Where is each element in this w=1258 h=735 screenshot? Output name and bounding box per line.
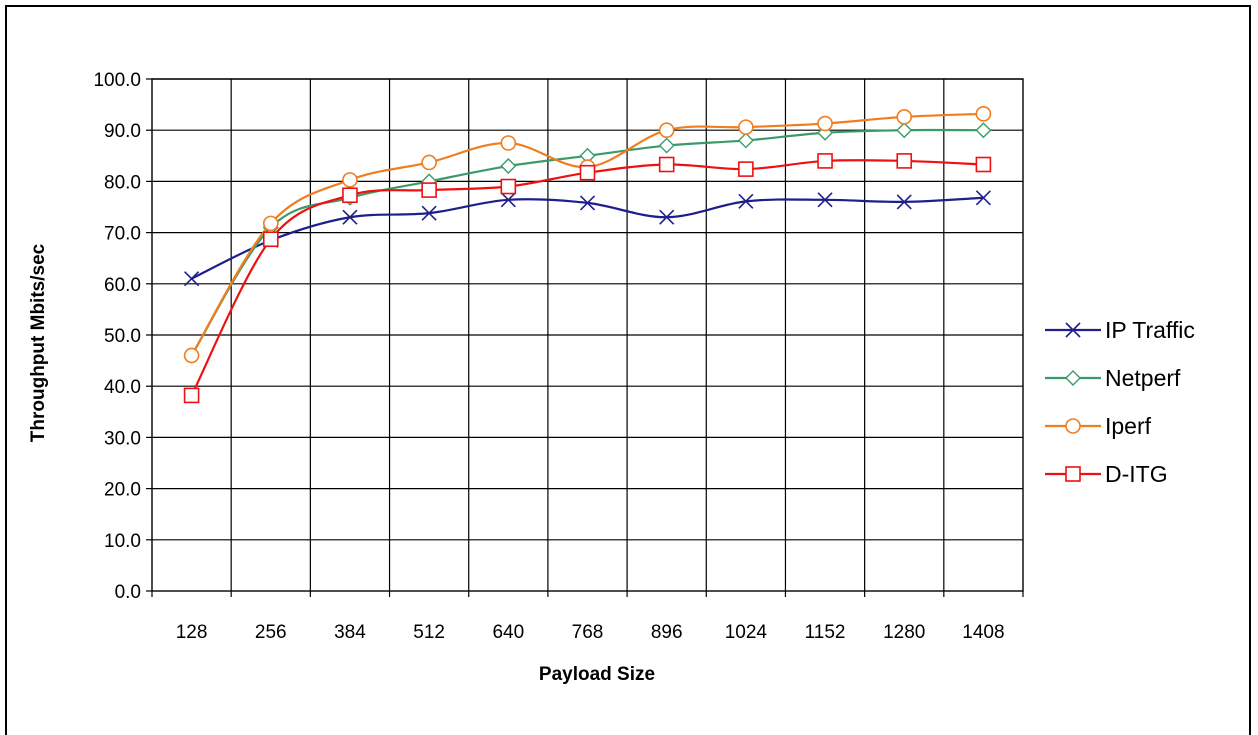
data-point-ip-traffic: [579, 195, 596, 211]
series-line-netperf: [190, 128, 984, 357]
data-point-iperf: [658, 122, 675, 138]
data-point-ip-traffic: [184, 271, 200, 287]
data-point-d-itg: [183, 387, 200, 404]
y-tick-label: 0.0: [115, 582, 141, 603]
data-point-ip-traffic: [738, 193, 754, 209]
data-point-d-itg: [896, 153, 913, 169]
data-point-ip-traffic: [500, 192, 516, 208]
data-point-d-itg: [975, 156, 992, 173]
x-tick-label: 384: [334, 622, 366, 643]
data-point-ip-traffic: [896, 194, 912, 210]
data-point-ip-traffic: [421, 205, 437, 221]
x-tick-label: 1280: [883, 622, 925, 643]
data-point-iperf: [817, 115, 833, 132]
data-point-iperf: [342, 172, 358, 188]
data-point-d-itg: [500, 178, 517, 195]
data-point-netperf: [817, 124, 834, 141]
data-point-netperf: [975, 122, 992, 139]
data-point-ip-traffic: [342, 209, 358, 225]
plot-border: [151, 78, 1024, 592]
x-tick-label: 256: [255, 622, 287, 643]
series-d-itg: [183, 153, 992, 404]
legend-label: Iperf: [1105, 413, 1152, 439]
data-point-d-itg: [421, 182, 437, 198]
data-point-iperf: [183, 347, 200, 364]
x-axis-title: Payload Size: [539, 664, 655, 685]
y-tick-label: 50.0: [104, 326, 141, 347]
legend-swatch-marker: [1065, 370, 1081, 386]
series-line-d-itg: [190, 159, 984, 396]
legend-swatch-marker: [1065, 322, 1081, 338]
data-point-ip-traffic: [975, 190, 991, 206]
data-point-netperf: [658, 137, 675, 154]
series-layer: [183, 106, 992, 404]
y-tick-label: 10.0: [104, 531, 141, 552]
data-point-iperf: [262, 215, 279, 232]
y-tick-label: 20.0: [104, 480, 141, 501]
y-tick-label: 100.0: [93, 70, 141, 91]
data-point-netperf: [896, 122, 913, 139]
x-tick-label: 1408: [962, 622, 1004, 643]
data-point-iperf: [896, 109, 913, 125]
legend-item-iperf: Iperf: [1045, 413, 1152, 439]
data-point-ip-traffic: [817, 192, 833, 208]
data-point-d-itg: [817, 153, 833, 169]
y-tick-label: 70.0: [104, 224, 141, 245]
data-point-d-itg: [658, 156, 675, 173]
axis-layer: [146, 78, 1024, 597]
y-tick-label: 40.0: [104, 377, 141, 398]
y-tick-label: 60.0: [104, 275, 141, 296]
series-line-iperf: [190, 112, 984, 357]
y-axis-title: Throughput Mbits/sec: [28, 243, 49, 442]
data-point-iperf: [421, 154, 437, 171]
legend-item-netperf: Netperf: [1045, 365, 1181, 391]
data-point-d-itg: [342, 187, 358, 204]
x-tick-label: 896: [651, 622, 683, 643]
data-point-iperf: [500, 135, 517, 151]
x-tick-label: 512: [413, 622, 445, 643]
legend-label: Netperf: [1105, 365, 1181, 391]
data-point-netperf: [500, 158, 517, 175]
legend-item-d-itg: D-ITG: [1045, 461, 1168, 487]
data-point-iperf: [975, 106, 992, 122]
data-point-d-itg: [262, 231, 279, 248]
legend-swatch-marker: [1065, 418, 1081, 434]
y-tick-label: 30.0: [104, 428, 141, 449]
y-tick-label: 90.0: [104, 121, 141, 142]
legend-label: D-ITG: [1105, 461, 1168, 487]
legend: IP Traffic Netperf Iperf D-ITG: [1045, 317, 1195, 487]
legend-item-ip-traffic: IP Traffic: [1045, 317, 1195, 343]
series-iperf: [183, 106, 992, 364]
data-point-d-itg: [579, 164, 596, 181]
data-point-iperf: [738, 119, 754, 135]
x-tick-label: 1024: [725, 622, 768, 643]
data-point-netperf: [737, 132, 754, 149]
x-tick-label: 640: [492, 622, 524, 643]
legend-swatch-marker: [1065, 466, 1081, 482]
x-tick-label: 1152: [805, 622, 846, 643]
x-tick-label: 128: [176, 622, 208, 643]
legend-label: IP Traffic: [1105, 317, 1195, 343]
tick-label-layer: 0.0 10.0 20.0 30.0 40.0 50.0 60.0 70.0 80.0 90.0 1…: [93, 70, 1004, 643]
data-point-d-itg: [738, 161, 754, 177]
y-tick-label: 80.0: [104, 172, 141, 193]
data-point-ip-traffic: [659, 209, 675, 225]
x-tick-label: 768: [572, 622, 604, 643]
